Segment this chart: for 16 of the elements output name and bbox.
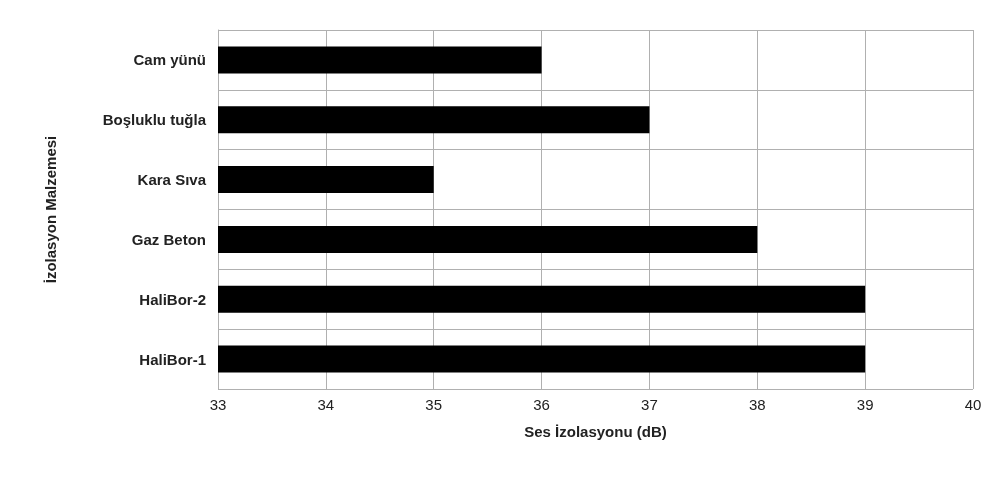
x-tick-label: 35 bbox=[425, 396, 443, 413]
x-tick-label: 34 bbox=[317, 396, 335, 413]
x-tick-label: 33 bbox=[209, 396, 227, 413]
y-tick-label: HaliBor-2 bbox=[139, 290, 206, 308]
x-tick-label: 37 bbox=[641, 396, 658, 413]
x-tick-label: 38 bbox=[748, 396, 766, 413]
x-axis-title: Ses İzolasyonu (dB) bbox=[524, 423, 667, 440]
y-tick-label: Boşluklu tuğla bbox=[102, 111, 207, 129]
y-tick-label: Gaz Beton bbox=[131, 230, 206, 248]
y-tick-label: Cam yünü bbox=[133, 51, 206, 69]
x-tick-label: 36 bbox=[533, 396, 550, 413]
y-axis-title: İzolasyon Malzemesi bbox=[42, 135, 59, 284]
x-tick-label: 39 bbox=[856, 396, 874, 413]
y-tick-label: HaliBor-1 bbox=[139, 350, 206, 368]
y-tick-label: Kara Sıva bbox=[137, 171, 207, 189]
x-tick-label: 40 bbox=[964, 396, 982, 413]
